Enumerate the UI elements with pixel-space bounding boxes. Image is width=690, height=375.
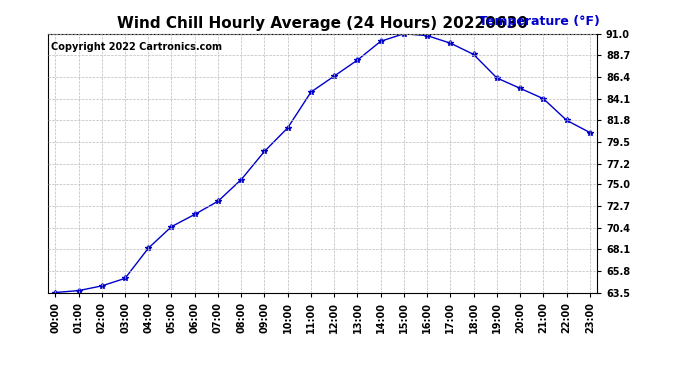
Title: Wind Chill Hourly Average (24 Hours) 20220630: Wind Chill Hourly Average (24 Hours) 202…: [117, 16, 528, 31]
Text: Temperature (°F): Temperature (°F): [480, 15, 600, 28]
Text: Copyright 2022 Cartronics.com: Copyright 2022 Cartronics.com: [51, 42, 222, 51]
